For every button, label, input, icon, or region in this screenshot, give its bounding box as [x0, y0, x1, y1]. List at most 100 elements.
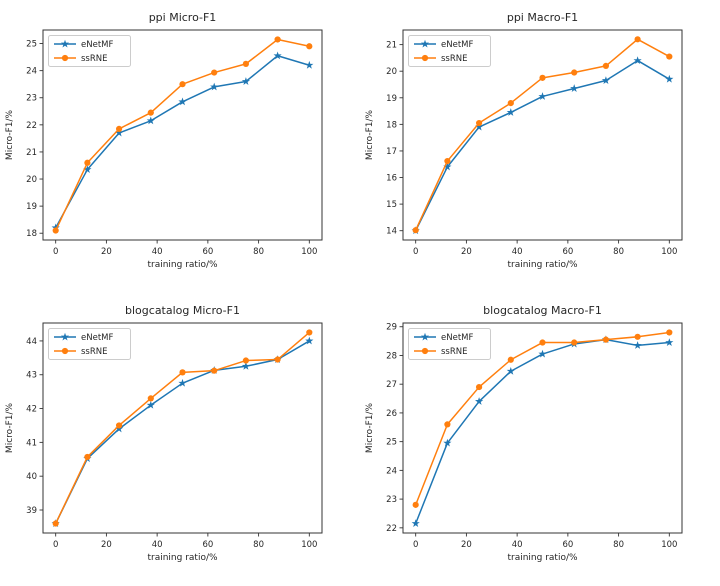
data-point-marker-ssRNE [115, 125, 123, 133]
x-tick-label: 40 [512, 247, 523, 257]
legend-label-eNetMF: eNetMF [81, 333, 113, 343]
x-axis-label: training ratio/% [507, 553, 578, 563]
y-tick-label: 23 [386, 495, 397, 505]
chart-svg: 0 20 40 60 80 100 18 19 20 21 22 23 24 25 ppi Micro-F1… [5, 11, 323, 270]
y-axis-label: Micro-F1/% [365, 402, 375, 453]
data-point-marker-eNetMF [305, 60, 314, 69]
y-tick-label: 25 [386, 438, 397, 448]
chart-svg: 0 20 40 60 80 100 39 40 41 42 43 44 blogcatalog Micr… [5, 304, 323, 563]
y-tick-label: 18 [386, 120, 397, 130]
data-point-marker-eNetMF [51, 223, 60, 232]
data-point-marker-eNetMF-legend [420, 39, 430, 48]
plot-border [42, 322, 323, 534]
data-point-marker-ssRNE [306, 329, 313, 336]
y-tick-label: 44 [26, 337, 37, 347]
x-tick-label: 100 [661, 247, 677, 257]
legend-label-ssRNE: ssRNE [81, 54, 108, 64]
data-point-marker-eNetMF [633, 56, 642, 65]
y-tick-label: 43 [26, 371, 37, 381]
data-point-marker-ssRNE [634, 36, 641, 43]
x-tick-label: 20 [101, 247, 112, 257]
data-point-marker-ssRNE [84, 159, 91, 166]
y-tick-label: 22 [386, 524, 397, 534]
data-point-marker-ssRNE-legend [61, 54, 69, 62]
data-point-marker-ssRNE [412, 227, 419, 234]
y-tick-label: 15 [386, 200, 397, 210]
data-point-marker-eNetMF [83, 165, 92, 174]
x-tick-label: 20 [461, 247, 472, 257]
y-tick-label: 41 [26, 438, 37, 448]
data-point-marker-eNetMF-legend [60, 39, 70, 48]
chart-blogcatalog-micro-f1: 0 20 40 60 80 100 39 40 41 42 43 44 blogcatalog Micr… [0, 293, 360, 586]
data-point-marker-ssRNE [115, 422, 123, 429]
series-markers-ssRNE [52, 36, 313, 234]
y-tick-label: 42 [26, 405, 37, 415]
y-tick-label: 27 [386, 380, 397, 390]
data-point-marker-ssRNE [211, 69, 218, 76]
data-point-marker-ssRNE [242, 357, 250, 364]
x-tick-label: 20 [461, 540, 472, 550]
y-tick-label: 19 [386, 94, 397, 104]
data-point-marker-eNetMF [115, 128, 124, 137]
x-tick-label: 20 [101, 540, 112, 550]
x-tick-label: 80 [253, 540, 264, 550]
data-point-marker-eNetMF [146, 400, 155, 409]
x-tick-label: 40 [512, 540, 523, 550]
data-point-marker-eNetMF [475, 122, 484, 131]
data-point-marker-eNetMF [665, 74, 674, 83]
data-point-marker-ssRNE [634, 333, 641, 340]
y-tick-label: 25 [26, 40, 37, 50]
data-point-marker-ssRNE [571, 69, 578, 76]
data-point-marker-eNetMF [665, 338, 674, 347]
y-tick-label: 18 [26, 229, 37, 239]
series-markers-ssRNE [412, 329, 673, 508]
x-tick-label: 80 [613, 540, 624, 550]
legend-label-eNetMF: eNetMF [441, 333, 473, 343]
data-point-marker-ssRNE [602, 62, 610, 69]
series-line-eNetMF [55, 340, 310, 524]
y-tick-label: 29 [386, 323, 397, 333]
y-tick-label: 21 [26, 148, 37, 158]
x-tick-label: 60 [202, 540, 213, 550]
x-tick-label: 0 [413, 247, 418, 257]
y-tick-label: 16 [386, 174, 397, 184]
data-point-marker-eNetMF [475, 397, 484, 405]
series-line-ssRNE [55, 38, 310, 231]
x-axis-label: training ratio/% [507, 260, 578, 270]
data-point-marker-eNetMF [538, 349, 547, 358]
data-point-marker-ssRNE [412, 501, 419, 508]
data-point-marker-eNetMF [241, 361, 250, 370]
series-markers-ssRNE [412, 36, 673, 234]
data-point-marker-ssRNE [539, 74, 546, 81]
y-axis: 18 19 20 21 22 23 24 25 [26, 40, 43, 239]
series-markers-eNetMF [411, 335, 674, 527]
y-tick-label: 28 [386, 351, 397, 361]
plot-border [402, 29, 683, 241]
series-markers-eNetMF [51, 336, 314, 528]
data-point-marker-eNetMF-legend [60, 332, 70, 341]
data-point-marker-eNetMF [178, 378, 187, 387]
y-tick-label: 20 [386, 67, 397, 77]
data-point-marker-ssRNE [242, 60, 250, 67]
data-point-marker-eNetMF [210, 82, 219, 91]
data-point-marker-ssRNE [602, 336, 610, 343]
legend: eNetMF ssRNE [48, 35, 131, 67]
legend-label-ssRNE: ssRNE [441, 347, 468, 357]
data-point-marker-ssRNE-legend [421, 347, 429, 355]
chart-title: blogcatalog Micro-F1 [125, 304, 240, 317]
x-tick-label: 0 [53, 247, 58, 257]
data-point-marker-ssRNE [179, 81, 186, 88]
legend-label-ssRNE: ssRNE [441, 54, 468, 64]
y-tick-label: 40 [26, 472, 37, 482]
data-point-marker-ssRNE [147, 395, 154, 402]
legend: eNetMF ssRNE [408, 35, 491, 67]
data-point-marker-eNetMF [241, 77, 250, 85]
y-tick-label: 26 [386, 409, 397, 419]
y-tick-label: 24 [386, 466, 397, 476]
y-tick-label: 17 [386, 147, 397, 157]
data-point-marker-eNetMF [506, 108, 515, 116]
series-line-eNetMF [415, 59, 670, 232]
x-axis: 0 20 40 60 80 100 [53, 240, 317, 257]
